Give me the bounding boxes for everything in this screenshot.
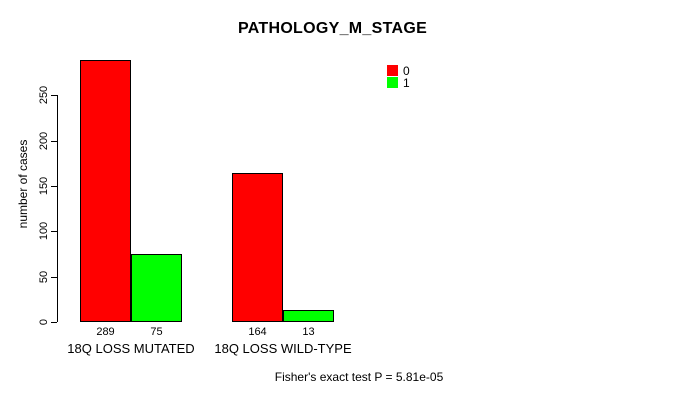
bar-value-label: 164: [248, 326, 267, 338]
bar-value-label: 13: [302, 326, 315, 338]
y-tick-label: 150: [38, 176, 50, 196]
y-axis-tick: [51, 322, 57, 323]
category-label: 18Q LOSS MUTATED: [67, 341, 195, 356]
category-label: 18Q LOSS WILD-TYPE: [214, 341, 352, 356]
y-axis-tick: [51, 95, 57, 96]
bar-value-label: 75: [150, 326, 163, 338]
y-axis-line: [57, 95, 58, 322]
y-axis-tick: [51, 141, 57, 142]
legend-color-swatch: [387, 65, 398, 76]
bar-series-1: [283, 310, 334, 322]
y-axis-tick: [51, 186, 57, 187]
y-tick-label: 200: [38, 131, 50, 151]
bar-series-1: [131, 254, 182, 322]
y-tick-label: 250: [38, 85, 50, 105]
y-axis-tick: [51, 231, 57, 232]
legend-color-swatch: [387, 76, 398, 88]
bar-series-0: [232, 173, 283, 322]
chart-title: PATHOLOGY_M_STAGE: [237, 20, 428, 37]
y-axis-label: number of cases: [16, 139, 30, 229]
legend-label: 0: [403, 64, 410, 78]
y-tick-label: 100: [38, 221, 50, 241]
bar-value-label: 289: [96, 326, 115, 338]
bar-series-0: [80, 60, 131, 322]
y-tick-label: 50: [38, 270, 50, 284]
legend-label: 1: [403, 75, 410, 90]
y-tick-label: 0: [38, 318, 50, 326]
y-axis-tick: [51, 277, 57, 278]
annotation-text: Fisher's exact test P = 5.81e-05: [274, 370, 444, 384]
